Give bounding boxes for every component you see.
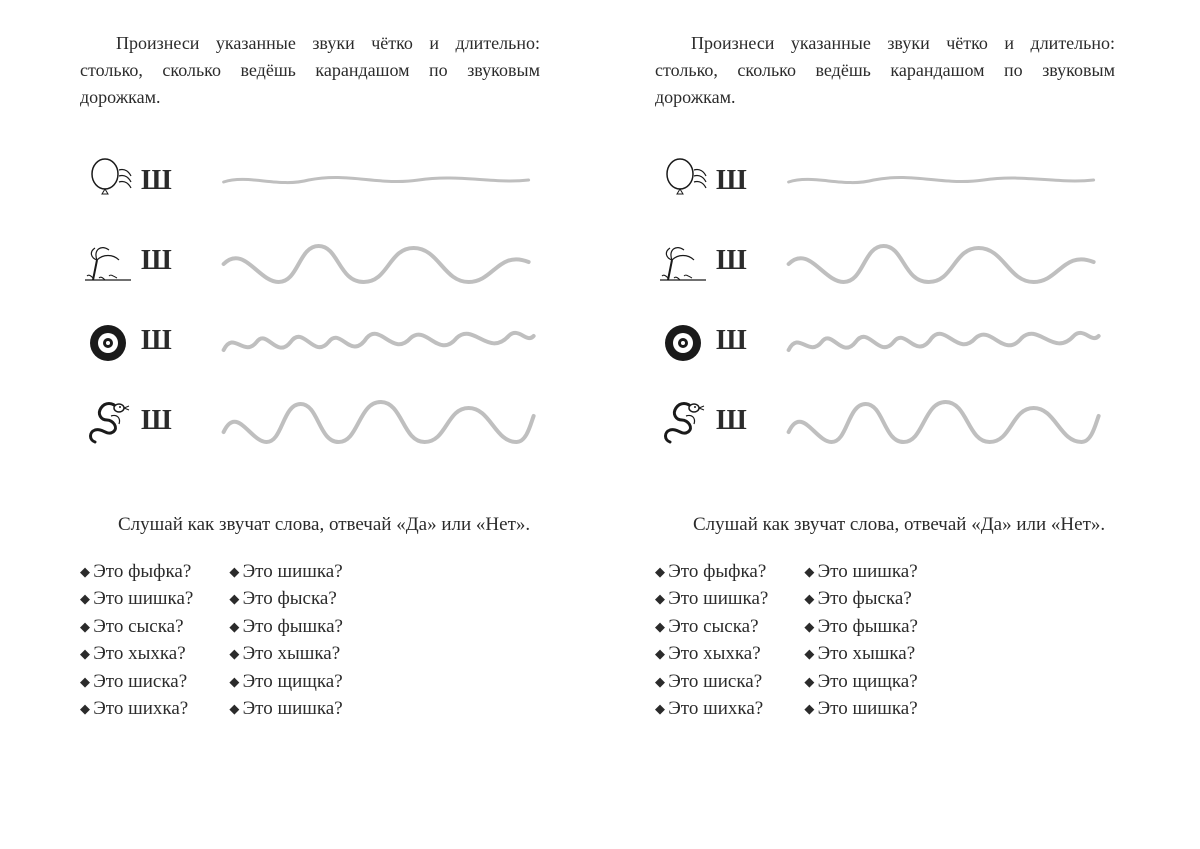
qa-item: Это фыфка? (655, 558, 768, 586)
instruction-text: Произнеси указанные звуки чётко и длител… (655, 30, 1115, 111)
qa-item: Это шихка? (655, 695, 768, 723)
snake-icon-container (80, 394, 135, 449)
sound-path (757, 394, 1130, 449)
instruction-text: Произнеси указанные звуки чётко и длител… (80, 30, 540, 111)
sound-track-row: Ш (655, 391, 1130, 451)
qa-item: Это фышка? (229, 613, 343, 641)
tire-icon-container (655, 314, 710, 369)
sound-letter: Ш (716, 405, 747, 437)
worksheet-page: Произнеси указанные звуки чётко и длител… (0, 0, 1200, 849)
qa-item: Это шишка? (655, 585, 768, 613)
sound-track-row: Ш (655, 311, 1130, 371)
sound-letter: Ш (716, 325, 747, 357)
sound-path (757, 234, 1130, 289)
tire-icon (83, 316, 133, 366)
qa-item: Это фыфка? (80, 558, 193, 586)
qa-item: Это сыска? (80, 613, 193, 641)
sound-path (757, 154, 1130, 209)
sound-path (757, 314, 1130, 369)
qa-item: Это хыхка? (80, 640, 193, 668)
snake-icon-container (655, 394, 710, 449)
qa-item: Это шишка? (229, 695, 343, 723)
listen-instruction: Слушай как звучат слова, отвечай «Да» ил… (655, 511, 1115, 540)
sound-letter: Ш (141, 325, 172, 357)
qa-item: Это шихка? (80, 695, 193, 723)
balloon-icon-container (80, 154, 135, 209)
snake-icon (83, 396, 133, 446)
sound-track-row: Ш (80, 151, 575, 211)
qa-item: Это фышка? (804, 613, 918, 641)
sound-letter: Ш (716, 245, 747, 277)
qa-column: Это шишка?Это фыска?Это фышка?Это хышка?… (804, 558, 918, 723)
tree-wind-icon (83, 236, 133, 286)
qa-item: Это хышка? (804, 640, 918, 668)
qa-item: Это щищка? (804, 668, 918, 696)
tree-wind-icon-container (80, 234, 135, 289)
tire-icon-container (80, 314, 135, 369)
qa-item: Это шишка? (804, 695, 918, 723)
qa-item: Это шишка? (80, 585, 193, 613)
qa-item: Это шишка? (804, 558, 918, 586)
worksheet-column: Произнеси указанные звуки чётко и длител… (50, 30, 605, 819)
sound-letter: Ш (141, 165, 172, 197)
balloon-icon-container (655, 154, 710, 209)
tree-wind-icon (658, 236, 708, 286)
qa-item: Это хыхка? (655, 640, 768, 668)
balloon-icon (658, 156, 708, 206)
qa-item: Это фыска? (229, 585, 343, 613)
sound-track-row: Ш (655, 151, 1130, 211)
qa-item: Это хышка? (229, 640, 343, 668)
sound-track-row: Ш (80, 311, 575, 371)
qa-column: Это фыфка?Это шишка?Это сыска?Это хыхка?… (80, 558, 193, 723)
tire-icon (658, 316, 708, 366)
sound-letter: Ш (716, 165, 747, 197)
qa-column: Это фыфка?Это шишка?Это сыска?Это хыхка?… (655, 558, 768, 723)
sound-path (182, 234, 575, 289)
question-answer-block: Это фыфка?Это шишка?Это сыска?Это хыхка?… (80, 558, 575, 723)
sound-path (182, 314, 575, 369)
sound-track-list: Ш Ш Ш Ш (655, 151, 1130, 451)
tree-wind-icon-container (655, 234, 710, 289)
sound-track-row: Ш (655, 231, 1130, 291)
sound-track-list: Ш Ш Ш Ш (80, 151, 575, 451)
qa-item: Это фыска? (804, 585, 918, 613)
snake-icon (658, 396, 708, 446)
worksheet-column: Произнеси указанные звуки чётко и длител… (605, 30, 1160, 819)
sound-letter: Ш (141, 405, 172, 437)
sound-letter: Ш (141, 245, 172, 277)
sound-path (182, 154, 575, 209)
sound-track-row: Ш (80, 391, 575, 451)
sound-path (182, 394, 575, 449)
qa-item: Это шиска? (80, 668, 193, 696)
qa-item: Это сыска? (655, 613, 768, 641)
balloon-icon (83, 156, 133, 206)
qa-item: Это щищка? (229, 668, 343, 696)
listen-instruction: Слушай как звучат слова, отвечай «Да» ил… (80, 511, 540, 540)
question-answer-block: Это фыфка?Это шишка?Это сыска?Это хыхка?… (655, 558, 1130, 723)
qa-item: Это шишка? (229, 558, 343, 586)
qa-item: Это шиска? (655, 668, 768, 696)
sound-track-row: Ш (80, 231, 575, 291)
qa-column: Это шишка?Это фыска?Это фышка?Это хышка?… (229, 558, 343, 723)
